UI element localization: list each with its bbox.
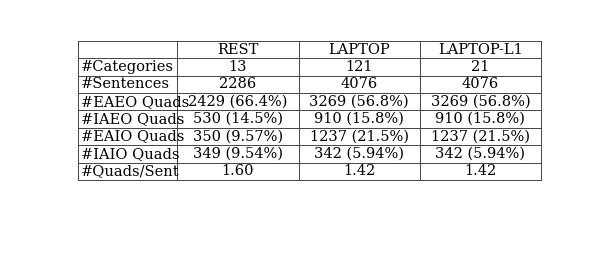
Text: #Quads/Sent: #Quads/Sent [81, 164, 180, 178]
Text: 910 (15.8%): 910 (15.8%) [314, 112, 404, 126]
Text: 1.42: 1.42 [464, 164, 497, 178]
Text: 342 (5.94%): 342 (5.94%) [314, 147, 405, 161]
Text: 1.60: 1.60 [222, 164, 254, 178]
Text: LAPTOP: LAPTOP [328, 43, 390, 56]
Text: 3269 (56.8%): 3269 (56.8%) [430, 95, 530, 109]
Text: #EAEO Quads: #EAEO Quads [81, 95, 190, 109]
Text: 349 (9.54%): 349 (9.54%) [193, 147, 283, 161]
Text: 2429 (66.4%): 2429 (66.4%) [188, 95, 288, 109]
Text: 4076: 4076 [341, 77, 378, 91]
Text: 21: 21 [471, 60, 489, 74]
Text: 910 (15.8%): 910 (15.8%) [435, 112, 526, 126]
Text: 4076: 4076 [462, 77, 499, 91]
Text: #Categories: #Categories [81, 60, 175, 74]
Text: 1.42: 1.42 [343, 164, 376, 178]
Text: REST: REST [217, 43, 259, 56]
Text: 13: 13 [229, 60, 247, 74]
Text: #EAIO Quads: #EAIO Quads [81, 130, 185, 144]
Text: 1237 (21.5%): 1237 (21.5%) [431, 130, 530, 144]
Text: LAPTOP-L1: LAPTOP-L1 [438, 43, 523, 56]
Text: #IAEO Quads: #IAEO Quads [81, 112, 185, 126]
Text: 1237 (21.5%): 1237 (21.5%) [310, 130, 409, 144]
Text: 121: 121 [346, 60, 373, 74]
Text: 3269 (56.8%): 3269 (56.8%) [309, 95, 409, 109]
Text: #Sentences: #Sentences [81, 77, 170, 91]
Text: 2286: 2286 [219, 77, 256, 91]
Text: #IAIO Quads: #IAIO Quads [81, 147, 180, 161]
Text: 350 (9.57%): 350 (9.57%) [193, 130, 283, 144]
Text: 342 (5.94%): 342 (5.94%) [435, 147, 526, 161]
Text: 530 (14.5%): 530 (14.5%) [193, 112, 283, 126]
